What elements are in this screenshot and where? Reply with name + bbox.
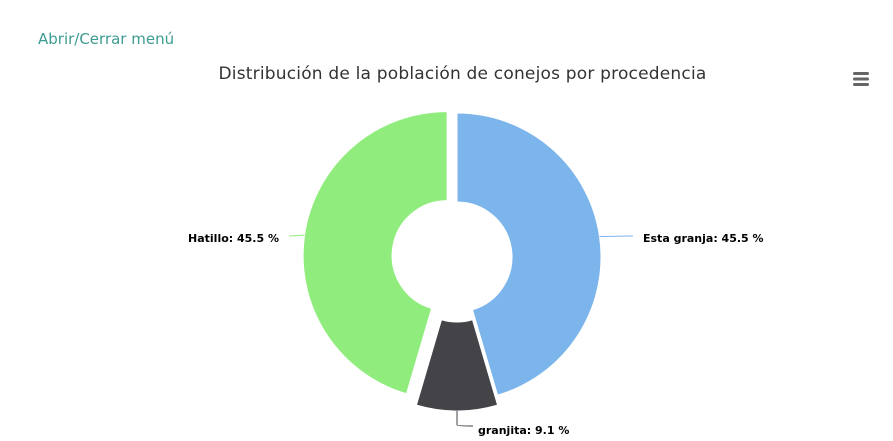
pie-slice-granjita[interactable] — [415, 319, 499, 412]
data-label-hatillo: Hatillo: 45.5 % — [188, 232, 279, 245]
data-label-esta-granja: Esta granja: 45.5 % — [643, 232, 764, 245]
pie-slice-esta-granja[interactable] — [456, 112, 602, 396]
data-label-granjita: granjita: 9.1 % — [478, 424, 569, 437]
hamburger-menu-icon[interactable] — [852, 71, 870, 87]
pie-slice-hatillo[interactable] — [302, 111, 448, 395]
connector-line-esta-granja — [599, 235, 634, 238]
connector-line-granjita — [456, 411, 474, 427]
connector-line-hatillo — [288, 234, 305, 237]
menu-toggle-link[interactable]: Abrir/Cerrar menú — [38, 30, 175, 48]
chart-title: Distribución de la población de conejos … — [218, 64, 707, 84]
